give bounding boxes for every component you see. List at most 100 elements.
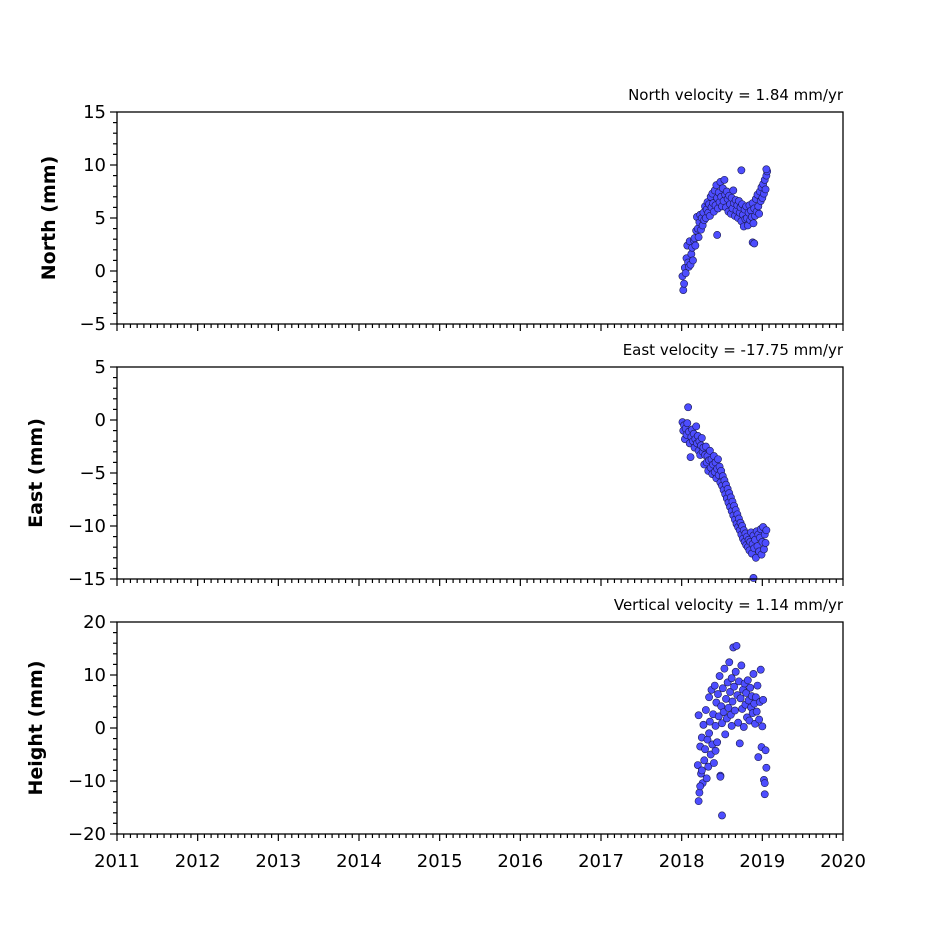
height-data-point [705, 729, 713, 738]
height-data-point [697, 766, 706, 775]
east-data-point [706, 446, 714, 455]
height-xtick-label: 2019 [739, 851, 785, 872]
north-data-point [762, 165, 771, 174]
east-data-point [714, 455, 722, 464]
north-data-point [761, 185, 770, 194]
height-data-point [756, 665, 765, 674]
height-data-point [702, 774, 711, 783]
east-ytick-label: 0 [95, 410, 106, 431]
height-data-point [701, 745, 709, 754]
panel-east: East velocity = -17.75 mm/yr East (mm) −… [25, 341, 844, 590]
height-data-point [735, 739, 744, 748]
north-data-point [729, 186, 738, 195]
height-data-point [701, 706, 710, 714]
height-data-point [727, 674, 736, 683]
height-data-point [755, 715, 764, 724]
east-data-point [683, 419, 692, 428]
height-data-point [711, 721, 720, 730]
height-ytick-label: 20 [83, 612, 106, 633]
east-data-point [697, 434, 706, 442]
east-plot-frame [116, 366, 844, 580]
height-xtick-label: 2013 [255, 851, 301, 872]
height-data-point [710, 759, 718, 767]
height-data-point [730, 682, 738, 691]
panel-north: North velocity = 1.84 mm/yr North (mm) −… [38, 86, 844, 335]
height-data-point [752, 707, 761, 716]
height-plot-frame [116, 621, 844, 835]
north-ytick-label: 10 [83, 155, 106, 176]
east-ytick-label: −5 [79, 463, 106, 484]
east-data-point [692, 422, 701, 431]
north-axis-label: North (mm) [38, 156, 60, 281]
panel-height: Vertical velocity = 1.14 mm/yr Height (m… [25, 596, 866, 872]
north-data-point [750, 239, 759, 248]
height-data-point [716, 772, 725, 781]
height-data-point [700, 756, 709, 765]
height-data-point [736, 694, 745, 703]
height-data-point [696, 782, 705, 791]
height-data-point [749, 670, 758, 678]
east-ytick-label: 5 [95, 357, 106, 378]
east-velocity-label: East velocity = -17.75 mm/yr [623, 341, 844, 359]
east-ytick-label: −15 [68, 569, 106, 590]
height-data-point [743, 676, 752, 685]
east-axis-label: East (mm) [25, 418, 47, 528]
height-data-point [706, 717, 714, 726]
north-ytick-label: 0 [95, 261, 106, 282]
height-data-point [721, 730, 730, 739]
height-data-point [720, 664, 729, 673]
north-plot-frame [116, 111, 844, 325]
height-data-point [694, 797, 703, 806]
east-points [678, 403, 771, 582]
height-data-point [727, 721, 736, 730]
height-data-point [731, 706, 739, 715]
north-points [678, 165, 772, 294]
north-data-point [681, 269, 690, 278]
north-ytick-label: −5 [79, 314, 106, 335]
east-data-point [761, 539, 770, 547]
height-data-point [762, 763, 771, 772]
height-data-point [725, 658, 734, 667]
height-xtick-label: 2014 [336, 851, 382, 872]
height-data-point [704, 762, 713, 771]
north-ticks: −5 0 5 10 15 [79, 102, 844, 335]
north-ytick-label: 15 [83, 102, 106, 123]
height-data-point [737, 661, 746, 670]
north-data-point [737, 166, 746, 175]
vertical-velocity-label: Vertical velocity = 1.14 mm/yr [614, 596, 844, 614]
height-xtick-label: 2012 [175, 851, 221, 872]
east-data-point [762, 526, 771, 535]
height-data-point [732, 641, 741, 650]
east-ticks: −15 −10 −5 0 5 [68, 357, 844, 590]
height-data-point [714, 690, 722, 698]
north-data-point [755, 209, 764, 218]
east-data-point [760, 545, 768, 554]
east-data-point [749, 574, 758, 582]
height-data-point [699, 720, 708, 729]
height-data-point [693, 761, 702, 769]
height-xtick-label: 2011 [94, 851, 140, 872]
height-xtick-label: 2020 [820, 851, 866, 872]
height-xtick-label: 2018 [659, 851, 705, 872]
north-data-point [694, 233, 703, 241]
height-data-point [722, 694, 730, 703]
east-data-point [684, 403, 693, 412]
height-ytick-label: −20 [68, 824, 106, 845]
north-data-point [680, 279, 688, 288]
east-data-point [686, 453, 695, 461]
height-data-point [746, 683, 755, 692]
east-ytick-label: −10 [68, 516, 106, 537]
height-xtick-label: 2016 [497, 851, 543, 872]
height-xtick-label: 2015 [417, 851, 463, 872]
height-data-point [726, 688, 734, 696]
height-data-point [739, 723, 748, 731]
height-data-point [728, 697, 737, 706]
height-data-point [754, 753, 763, 762]
height-data-point [761, 746, 770, 755]
north-data-point [679, 286, 688, 294]
height-data-point [715, 672, 724, 680]
height-data-point [760, 790, 769, 799]
height-ytick-label: 0 [95, 718, 106, 739]
height-data-point [731, 667, 740, 676]
